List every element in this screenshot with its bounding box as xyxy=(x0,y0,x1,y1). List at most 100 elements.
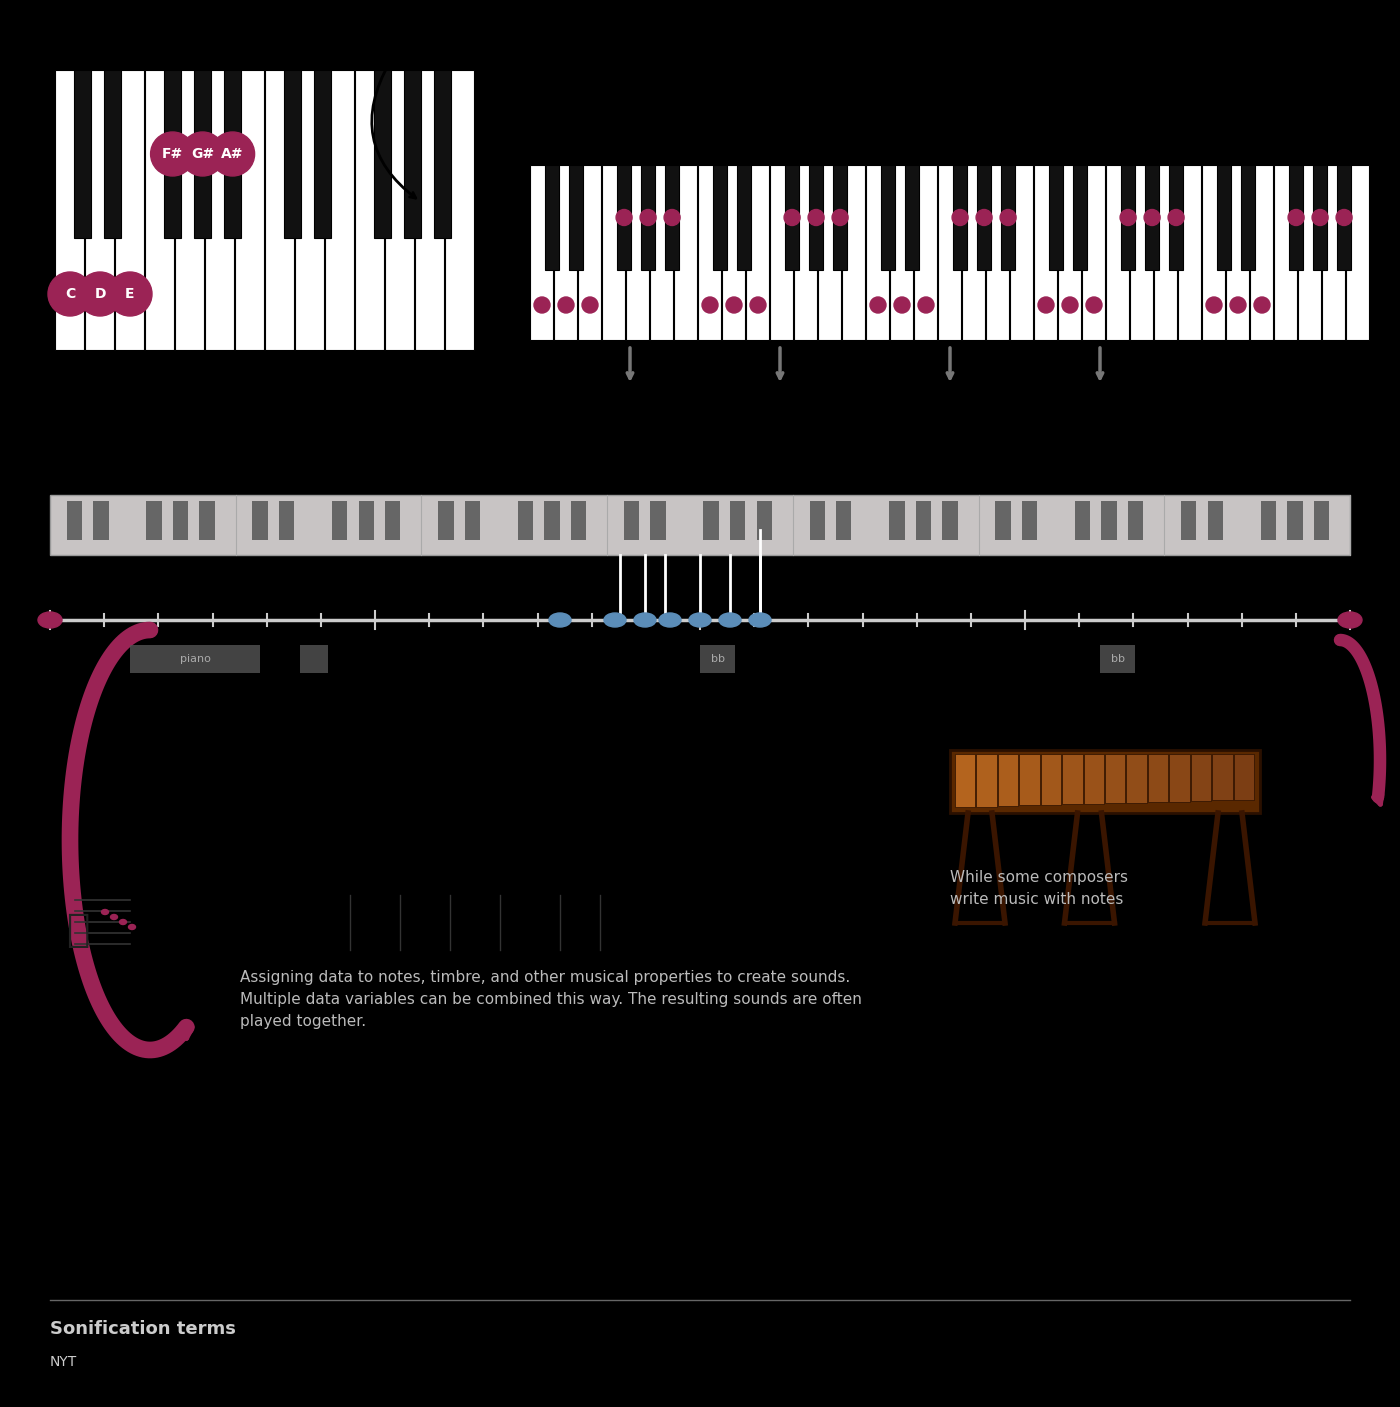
Circle shape xyxy=(616,210,631,225)
Bar xyxy=(1001,165,1015,270)
Bar xyxy=(1274,165,1298,340)
Bar xyxy=(224,70,241,238)
Bar xyxy=(325,70,354,350)
Bar xyxy=(204,70,234,350)
Bar xyxy=(85,70,115,350)
Circle shape xyxy=(48,272,92,317)
Bar xyxy=(836,501,851,540)
Bar xyxy=(699,165,721,340)
Bar xyxy=(650,165,673,340)
Circle shape xyxy=(1312,210,1329,225)
Bar xyxy=(74,70,91,238)
Circle shape xyxy=(78,272,122,317)
Circle shape xyxy=(701,297,718,312)
Circle shape xyxy=(918,297,934,312)
Bar xyxy=(193,70,211,238)
Circle shape xyxy=(640,210,657,225)
Bar xyxy=(938,165,962,340)
Bar xyxy=(1106,165,1130,340)
Bar xyxy=(955,754,976,808)
Bar xyxy=(545,501,560,540)
Bar xyxy=(235,70,265,350)
Bar xyxy=(1177,165,1201,340)
Circle shape xyxy=(832,210,848,225)
Bar xyxy=(1260,501,1275,540)
Bar xyxy=(833,165,847,270)
Bar xyxy=(626,165,650,340)
Bar xyxy=(1169,165,1183,270)
Bar xyxy=(1191,754,1211,801)
Ellipse shape xyxy=(119,920,126,924)
Bar xyxy=(374,70,391,238)
Bar xyxy=(1182,501,1197,540)
Bar xyxy=(1022,501,1037,540)
Text: Assigning data to notes, timbre, and other musical properties to create sounds.
: Assigning data to notes, timbre, and oth… xyxy=(239,969,862,1030)
Text: 𝄞: 𝄞 xyxy=(66,910,90,948)
Bar xyxy=(265,70,294,350)
Circle shape xyxy=(533,297,550,312)
Bar xyxy=(1233,754,1254,799)
Bar xyxy=(602,165,626,340)
Ellipse shape xyxy=(749,613,771,628)
Bar xyxy=(1058,165,1081,340)
Bar xyxy=(1145,165,1159,270)
Bar xyxy=(531,165,1371,340)
Bar xyxy=(403,70,421,238)
Circle shape xyxy=(1205,297,1222,312)
Bar xyxy=(385,501,400,540)
Bar xyxy=(445,70,475,350)
Circle shape xyxy=(784,210,799,225)
Bar xyxy=(1298,165,1322,340)
Bar xyxy=(809,165,823,270)
Bar xyxy=(1289,165,1303,270)
Circle shape xyxy=(210,132,255,176)
Bar xyxy=(1212,754,1232,801)
Ellipse shape xyxy=(634,613,657,628)
Bar xyxy=(809,501,825,540)
Circle shape xyxy=(1231,297,1246,312)
Bar xyxy=(545,165,559,270)
Text: E: E xyxy=(125,287,134,301)
Bar xyxy=(962,165,986,340)
Bar xyxy=(518,501,533,540)
Bar xyxy=(700,644,735,673)
Bar xyxy=(729,501,745,540)
Circle shape xyxy=(895,297,910,312)
Ellipse shape xyxy=(38,612,62,628)
Bar xyxy=(164,70,182,238)
Text: A#: A# xyxy=(221,146,244,160)
Text: bb: bb xyxy=(710,654,725,664)
Text: piano: piano xyxy=(179,654,210,664)
Bar xyxy=(881,165,895,270)
Text: While some composers
write music with notes: While some composers write music with no… xyxy=(951,870,1128,908)
Bar xyxy=(465,501,480,540)
Circle shape xyxy=(1288,210,1303,225)
Bar xyxy=(578,165,601,340)
Bar xyxy=(284,70,301,238)
Bar xyxy=(916,501,931,540)
Bar xyxy=(50,495,1350,554)
Bar xyxy=(756,501,771,540)
Bar xyxy=(1287,501,1302,540)
Bar xyxy=(1322,165,1345,340)
Bar xyxy=(951,750,1260,813)
Text: Sonification terms: Sonification terms xyxy=(50,1320,235,1338)
Bar xyxy=(995,501,1011,540)
Bar xyxy=(1130,165,1154,340)
Bar xyxy=(914,165,937,340)
Bar xyxy=(673,165,697,340)
Bar xyxy=(713,165,727,270)
Bar xyxy=(1100,644,1135,673)
Circle shape xyxy=(808,210,825,225)
Bar xyxy=(976,754,997,806)
Bar xyxy=(115,70,144,350)
Bar xyxy=(1313,165,1327,270)
Bar xyxy=(1313,501,1329,540)
Bar xyxy=(1075,501,1091,540)
Bar xyxy=(617,165,631,270)
Circle shape xyxy=(1254,297,1270,312)
Bar xyxy=(279,501,294,540)
Bar xyxy=(1035,165,1057,340)
Bar xyxy=(738,165,750,270)
Circle shape xyxy=(1037,297,1054,312)
